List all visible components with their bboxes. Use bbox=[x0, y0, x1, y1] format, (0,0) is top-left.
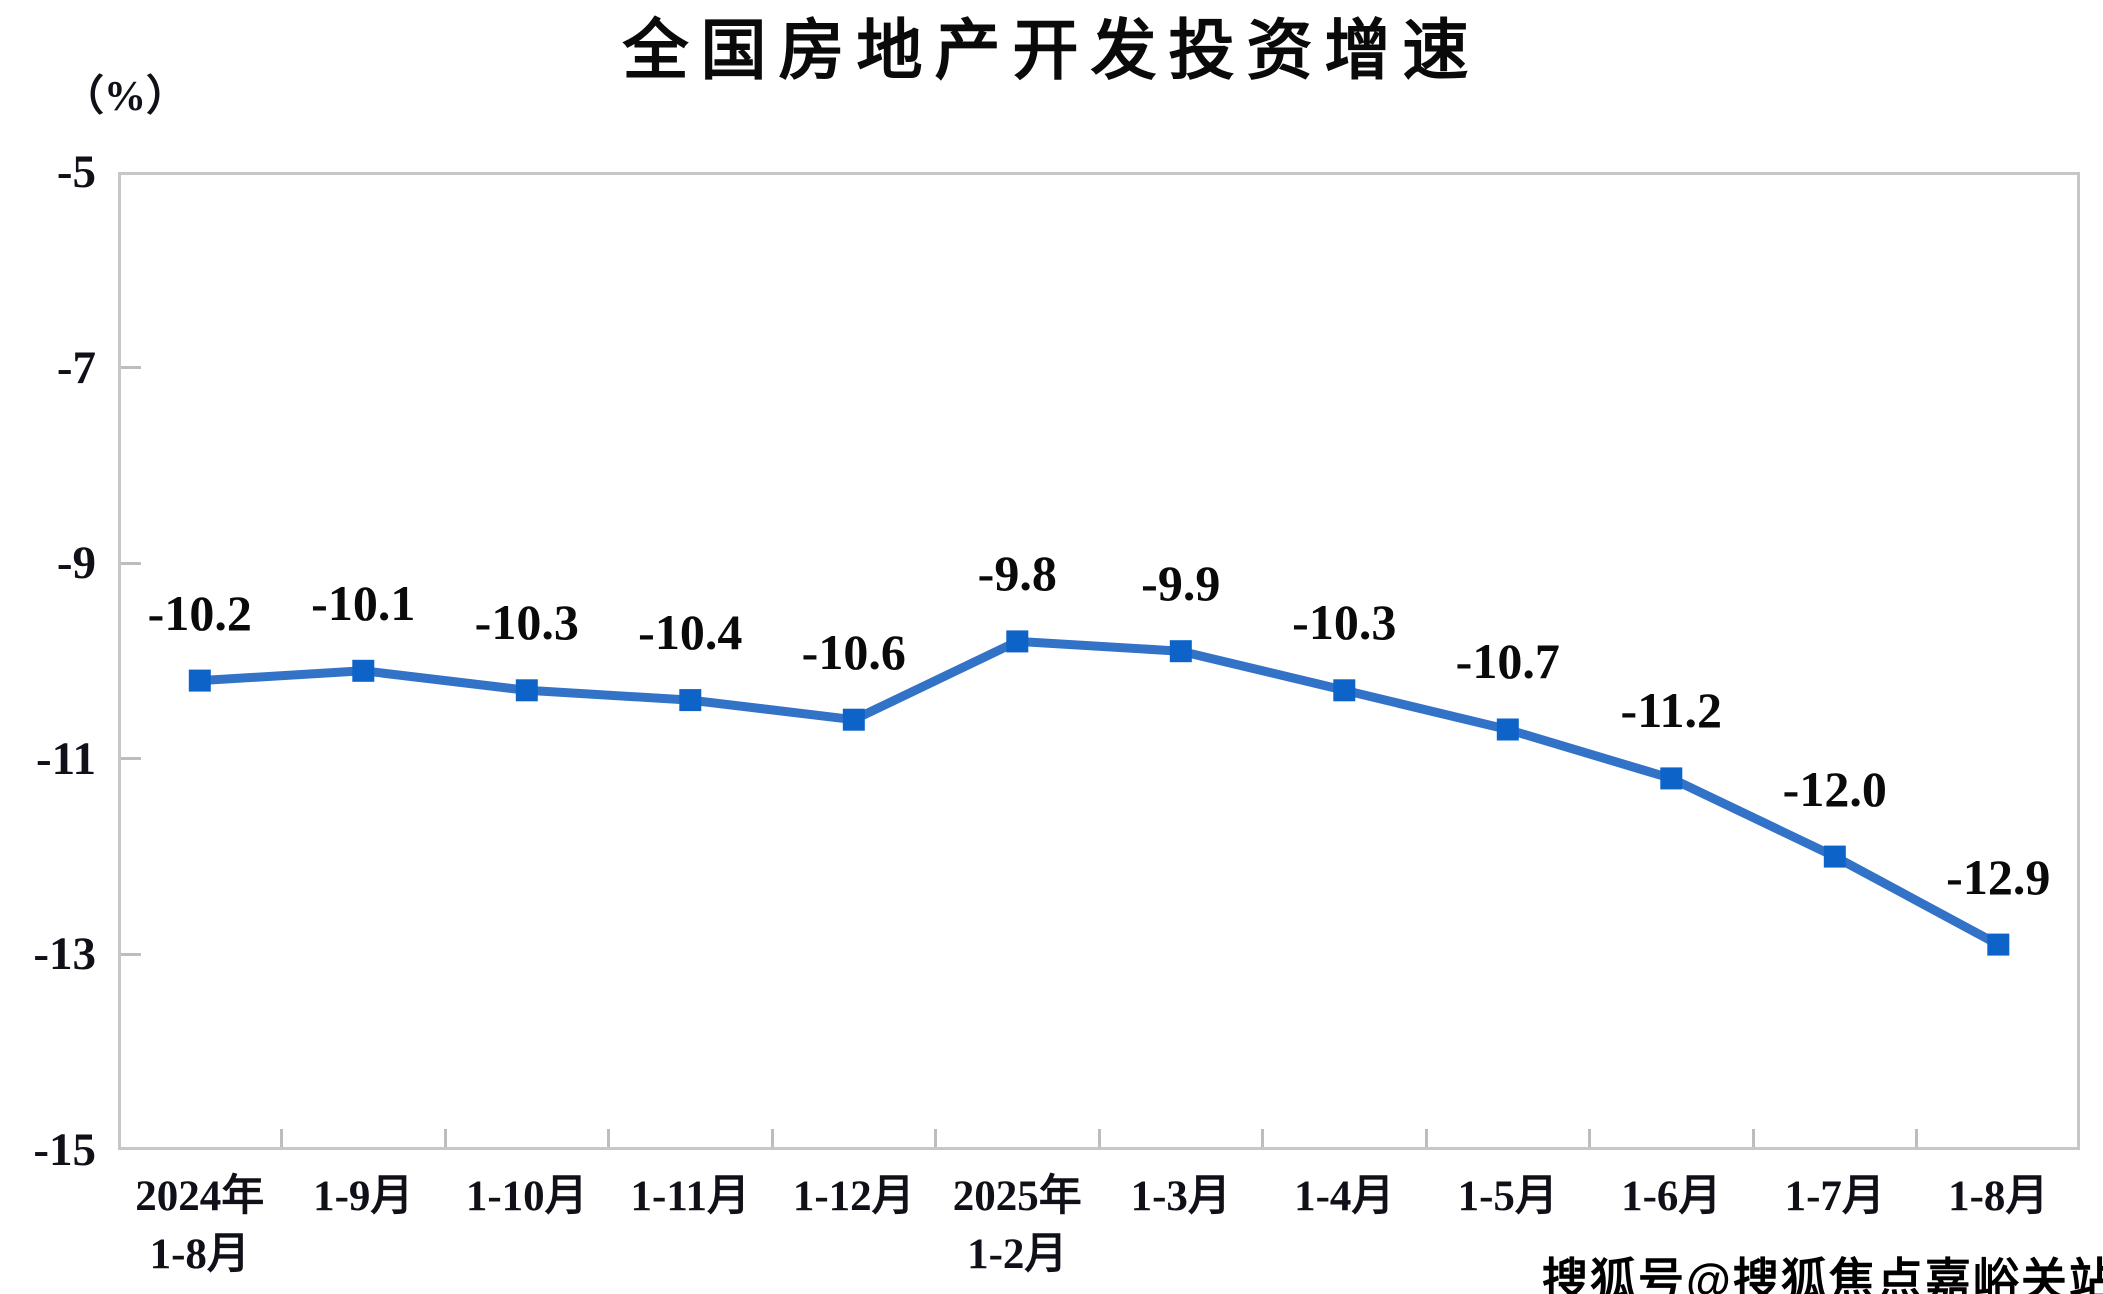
data-point-label: -9.8 bbox=[977, 545, 1057, 602]
watermark: 搜狐号@搜狐焦点嘉峪关站 bbox=[1542, 1254, 2103, 1294]
x-axis-tick bbox=[1097, 1129, 1101, 1147]
x-axis-category-label: 1-3月 bbox=[1131, 1168, 1231, 1226]
x-axis-category-label-line: 1-2月 bbox=[967, 1231, 1068, 1278]
data-point-marker bbox=[1169, 640, 1192, 663]
data-point-label: -10.7 bbox=[1455, 633, 1560, 690]
x-axis-category-label-line: 2024年 bbox=[135, 1173, 265, 1220]
x-axis-tick bbox=[770, 1129, 774, 1147]
chart-title: 全国房地产开发投资增速 bbox=[622, 13, 1481, 87]
data-point-marker bbox=[1496, 718, 1519, 741]
data-point-label: -11.2 bbox=[1620, 682, 1722, 739]
data-point-label: -10.6 bbox=[801, 623, 906, 680]
x-axis-tick bbox=[1915, 1129, 1918, 1147]
x-axis-category-label-line: 1-9月 bbox=[313, 1173, 414, 1220]
x-axis-category-label-line: 1-12月 bbox=[792, 1173, 915, 1220]
plot-area-border bbox=[118, 172, 2080, 1150]
data-point-marker bbox=[1823, 845, 1846, 868]
x-axis-category-label: 1-7月 bbox=[1785, 1168, 1885, 1226]
y-axis-tick-label: -5 bbox=[56, 146, 96, 198]
y-axis-tick-label: -9 bbox=[56, 537, 96, 590]
x-axis-category-label: 1-6月 bbox=[1621, 1168, 1721, 1226]
y-axis-tick-label: -13 bbox=[33, 928, 96, 981]
x-axis-category-label: 2025年 1-2月 bbox=[953, 1168, 1082, 1284]
x-axis-category-label: 2024年 1-8月 bbox=[135, 1168, 264, 1284]
data-point-marker bbox=[1333, 679, 1356, 702]
y-axis-tick bbox=[121, 757, 141, 761]
data-point-marker bbox=[842, 708, 865, 731]
data-point-label: -10.1 bbox=[311, 574, 416, 631]
x-axis-category-label: 1-9月 bbox=[313, 1168, 413, 1226]
x-axis-category-label: 1-5月 bbox=[1458, 1168, 1558, 1226]
data-point-label: -10.4 bbox=[638, 604, 743, 661]
y-axis-tick bbox=[121, 561, 141, 565]
data-point-marker bbox=[352, 659, 375, 682]
x-axis-category-label-line: 1-7月 bbox=[1784, 1173, 1885, 1220]
x-axis-tick bbox=[443, 1129, 447, 1147]
x-axis-category-label: 1-4月 bbox=[1294, 1168, 1394, 1226]
x-axis-category-label-line: 1-11月 bbox=[630, 1173, 750, 1220]
x-axis-tick bbox=[280, 1129, 283, 1147]
x-axis-tick bbox=[1588, 1129, 1591, 1147]
x-axis-tick bbox=[1424, 1129, 1428, 1147]
y-axis-tick-label: -7 bbox=[56, 341, 96, 394]
data-point-label: -12.0 bbox=[1782, 760, 1887, 817]
x-axis-category-label: 1-12月 bbox=[793, 1168, 915, 1226]
data-point-marker bbox=[515, 679, 538, 702]
x-axis-tick bbox=[1261, 1129, 1264, 1147]
y-axis-tick bbox=[121, 366, 141, 370]
x-axis-tick bbox=[934, 1129, 937, 1147]
data-point-label: -12.9 bbox=[1946, 848, 2051, 905]
x-axis-category-label-line: 1-8月 bbox=[149, 1231, 250, 1278]
x-axis-category-label-line: 1-10月 bbox=[465, 1173, 588, 1220]
data-point-marker bbox=[188, 669, 211, 692]
x-axis-category-label-line: 1-6月 bbox=[1621, 1173, 1722, 1220]
x-axis-category-label-line: 1-8月 bbox=[1948, 1173, 2049, 1220]
y-axis-tick bbox=[121, 952, 141, 956]
x-axis-category-label-line: 1-5月 bbox=[1457, 1173, 1558, 1220]
y-axis-unit-label: （%） bbox=[62, 74, 189, 120]
y-axis-tick-label: -15 bbox=[33, 1124, 96, 1176]
data-point-label: -10.2 bbox=[147, 584, 252, 641]
x-axis-category-label: 1-11月 bbox=[631, 1168, 750, 1226]
x-axis-tick bbox=[607, 1129, 610, 1147]
data-point-marker bbox=[1660, 767, 1683, 790]
series-line bbox=[195, 636, 2003, 950]
x-axis-category-label: 1-10月 bbox=[466, 1168, 588, 1226]
data-point-label: -10.3 bbox=[474, 594, 579, 651]
x-axis-category-label-line: 1-3月 bbox=[1130, 1173, 1231, 1220]
y-axis-tick-label: -11 bbox=[35, 732, 96, 785]
x-axis-tick bbox=[1751, 1129, 1755, 1147]
data-point-label: -10.3 bbox=[1292, 594, 1397, 651]
data-point-marker bbox=[679, 689, 702, 712]
data-point-marker bbox=[1987, 933, 2010, 956]
data-point-marker bbox=[1006, 630, 1029, 653]
x-axis-category-label: 1-8月 bbox=[1948, 1168, 2048, 1226]
x-axis-category-label-line: 2025年 bbox=[952, 1173, 1082, 1220]
x-axis-category-label-line: 1-4月 bbox=[1294, 1173, 1395, 1220]
data-point-label: -9.9 bbox=[1141, 555, 1221, 612]
